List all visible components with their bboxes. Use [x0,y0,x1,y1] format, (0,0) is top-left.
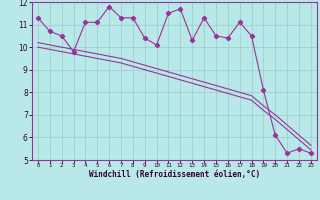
X-axis label: Windchill (Refroidissement éolien,°C): Windchill (Refroidissement éolien,°C) [89,170,260,179]
